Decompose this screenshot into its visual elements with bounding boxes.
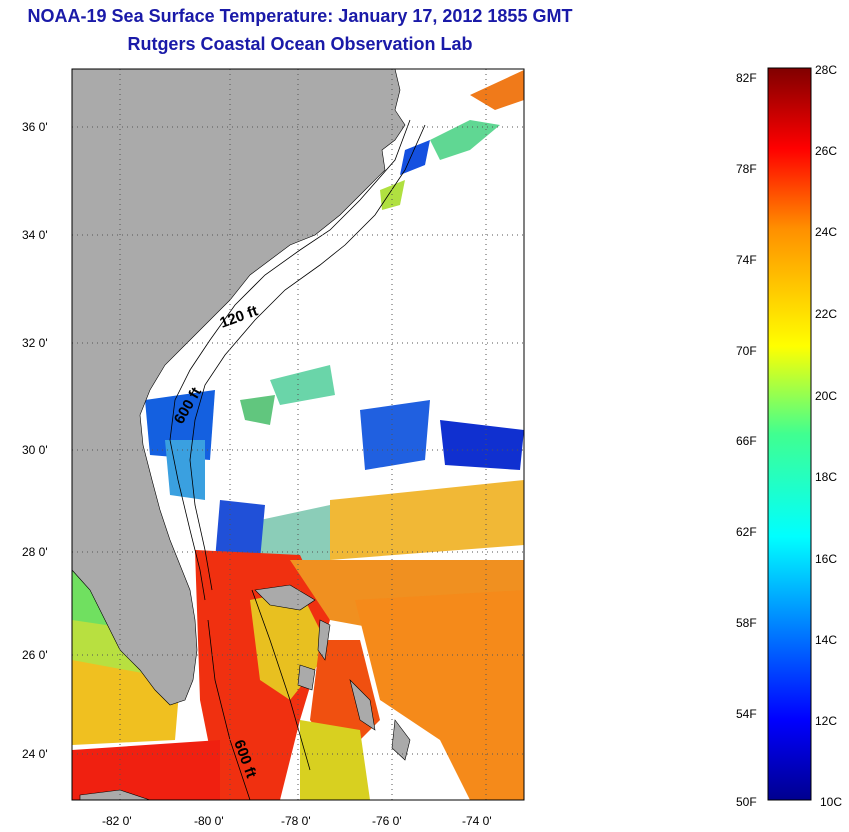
svg-text:28C: 28C [815, 63, 837, 77]
svg-text:-74 0': -74 0' [462, 814, 492, 828]
svg-text:22C: 22C [815, 307, 837, 321]
svg-text:66F: 66F [736, 434, 757, 448]
svg-text:16C: 16C [815, 552, 837, 566]
isobaths [169, 119, 426, 800]
svg-text:78F: 78F [736, 162, 757, 176]
map-title: NOAA-19 Sea Surface Temperature: January… [27, 6, 573, 26]
svg-text:12C: 12C [815, 714, 837, 728]
svg-text:32 0': 32 0' [22, 336, 48, 350]
svg-text:30 0': 30 0' [22, 443, 48, 457]
svg-text:28 0': 28 0' [22, 545, 48, 559]
svg-text:36 0': 36 0' [22, 120, 48, 134]
svg-text:24 0': 24 0' [22, 747, 48, 761]
svg-text:70F: 70F [736, 344, 757, 358]
svg-text:24C: 24C [815, 225, 837, 239]
svg-text:50F: 50F [736, 795, 757, 809]
svg-text:34 0': 34 0' [22, 228, 48, 242]
svg-text:82F: 82F [736, 71, 757, 85]
svg-text:58F: 58F [736, 616, 757, 630]
svg-text:14C: 14C [815, 633, 837, 647]
svg-text:10C: 10C [820, 795, 842, 809]
svg-text:26C: 26C [815, 144, 837, 158]
svg-text:-76 0': -76 0' [372, 814, 402, 828]
map-subtitle: Rutgers Coastal Ocean Observation Lab [127, 34, 473, 54]
svg-text:20C: 20C [815, 389, 837, 403]
latitude-labels: 36 0' 34 0' 32 0' 30 0' 28 0' 26 0' 24 0… [22, 120, 48, 761]
colorbar-scale [767, 67, 812, 801]
land-us-southeast [72, 69, 406, 706]
svg-text:-82 0': -82 0' [102, 814, 132, 828]
svg-text:62F: 62F [736, 525, 757, 539]
land-bahamas [79, 584, 411, 800]
colorbar: 82F 78F 74F 70F 66F 62F 58F 54F 50F 28C … [736, 63, 842, 809]
sst-map: 120 ft 600 ft 600 ft [72, 69, 524, 800]
longitude-labels: -82 0' -80 0' -78 0' -76 0' -74 0' [102, 814, 492, 828]
colorbar-celsius-labels: 28C 26C 24C 22C 20C 18C 16C 14C 12C 10C [815, 63, 842, 809]
svg-text:26 0': 26 0' [22, 648, 48, 662]
graticule [72, 69, 524, 800]
svg-text:74F: 74F [736, 253, 757, 267]
svg-text:-78 0': -78 0' [281, 814, 311, 828]
svg-text:18C: 18C [815, 470, 837, 484]
svg-text:-80 0': -80 0' [194, 814, 224, 828]
colorbar-fahrenheit-labels: 82F 78F 74F 70F 66F 62F 58F 54F 50F [736, 71, 757, 809]
svg-text:54F: 54F [736, 707, 757, 721]
map-frame [71, 68, 525, 801]
